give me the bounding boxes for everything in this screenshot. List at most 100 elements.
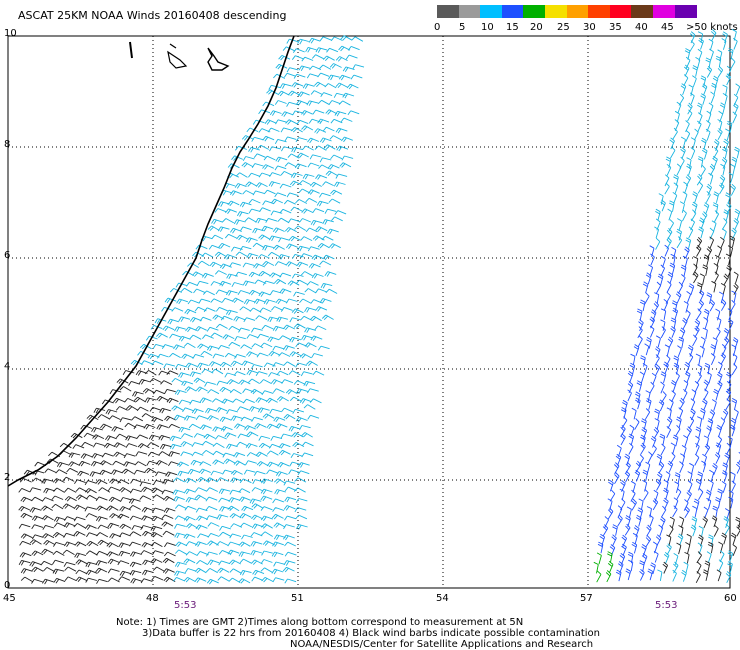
wind-barb [636, 308, 643, 320]
wind-barb [639, 560, 645, 572]
wind-barb [732, 544, 738, 556]
wind-barb [630, 353, 636, 366]
wind-barb [286, 243, 298, 250]
wind-barb [684, 371, 691, 383]
wind-barb [151, 360, 164, 366]
wind-barb [268, 181, 281, 187]
wind-barb [161, 489, 174, 495]
wind-barb [261, 390, 274, 396]
wind-barb [222, 334, 235, 340]
wind-barb [642, 281, 649, 294]
wind-barb [697, 31, 704, 43]
wind-barb [124, 397, 137, 403]
wind-barb [265, 397, 278, 404]
lon-label: 48 [146, 593, 159, 604]
wind-barb [277, 90, 290, 97]
wind-barb [674, 481, 680, 494]
wind-barb [216, 514, 229, 520]
wind-barb [696, 236, 703, 249]
wind-barb [101, 452, 114, 458]
wind-barb [231, 297, 244, 304]
wind-barb [666, 543, 672, 556]
legend-label: >50 knots [686, 22, 738, 33]
wind-barb [259, 307, 272, 313]
wind-barb [680, 274, 686, 286]
wind-barb [692, 505, 698, 518]
wind-barb [701, 460, 707, 473]
wind-barb [283, 534, 295, 541]
wind-barb [232, 398, 245, 404]
wind-barb [617, 505, 623, 518]
wind-barb [328, 74, 340, 81]
wind-barb [667, 271, 674, 284]
wind-barb [700, 408, 706, 420]
wind-barb [352, 64, 365, 70]
wind-barb [626, 506, 632, 519]
wind-barb [225, 309, 238, 316]
wind-barb [214, 208, 227, 213]
wind-barb [717, 245, 723, 258]
wind-barb [163, 551, 176, 557]
wind-barb [317, 72, 330, 78]
wind-barb [733, 37, 738, 50]
wind-barb [726, 120, 733, 133]
wind-barb [713, 388, 719, 401]
wind-barb [74, 541, 87, 547]
wind-barb [702, 453, 708, 466]
wind-barb [262, 244, 274, 251]
wind-barb [680, 83, 687, 96]
wind-barb [729, 424, 736, 437]
wind-barb [219, 416, 232, 423]
wind-barb [198, 468, 211, 475]
wind-barb [73, 530, 86, 537]
wind-barb [322, 254, 335, 261]
wind-barb [229, 513, 242, 519]
wind-barb [719, 182, 725, 195]
wind-barb [678, 407, 684, 420]
wind-barb [215, 407, 228, 413]
wind-barb [679, 461, 684, 474]
wind-barb [242, 262, 255, 268]
wind-barb [677, 281, 683, 294]
wind-barb [238, 578, 251, 584]
wind-barb [151, 575, 164, 581]
wind-barb [261, 478, 273, 485]
wind-barb [644, 408, 651, 421]
wind-barb [141, 515, 154, 521]
wind-barb [241, 162, 254, 168]
wind-barb [136, 406, 149, 412]
wind-barb [607, 560, 614, 573]
wind-barb [150, 525, 163, 532]
wind-barb [219, 386, 232, 393]
wind-barb [291, 55, 304, 60]
wind-barb [307, 189, 320, 195]
wind-barb [692, 191, 698, 204]
wind-barb [311, 54, 324, 60]
wind-barb [233, 371, 246, 376]
wind-barb [647, 568, 654, 581]
wind-barb [96, 505, 108, 511]
wind-barb [86, 532, 98, 538]
wind-barb [619, 488, 625, 501]
wind-barb [163, 507, 176, 514]
wind-barb [236, 441, 249, 447]
legend-label: 45 [661, 22, 674, 33]
wind-barb [297, 470, 310, 476]
legend-color-box [588, 5, 611, 18]
wind-barb [317, 345, 330, 351]
wind-barb [329, 63, 342, 69]
wind-barb [303, 404, 316, 410]
wind-barb [728, 172, 734, 185]
wind-barb [240, 522, 252, 528]
wind-barb [644, 343, 650, 356]
wind-barb [642, 469, 649, 482]
wind-barb [217, 567, 230, 574]
wind-barb [196, 550, 209, 556]
wind-barb [689, 462, 695, 475]
wind-barb [710, 29, 717, 42]
wind-barb [299, 425, 311, 431]
wind-barb [119, 523, 132, 530]
wind-barb [684, 551, 690, 564]
wind-barb [196, 476, 209, 483]
wind-barb [287, 280, 300, 286]
